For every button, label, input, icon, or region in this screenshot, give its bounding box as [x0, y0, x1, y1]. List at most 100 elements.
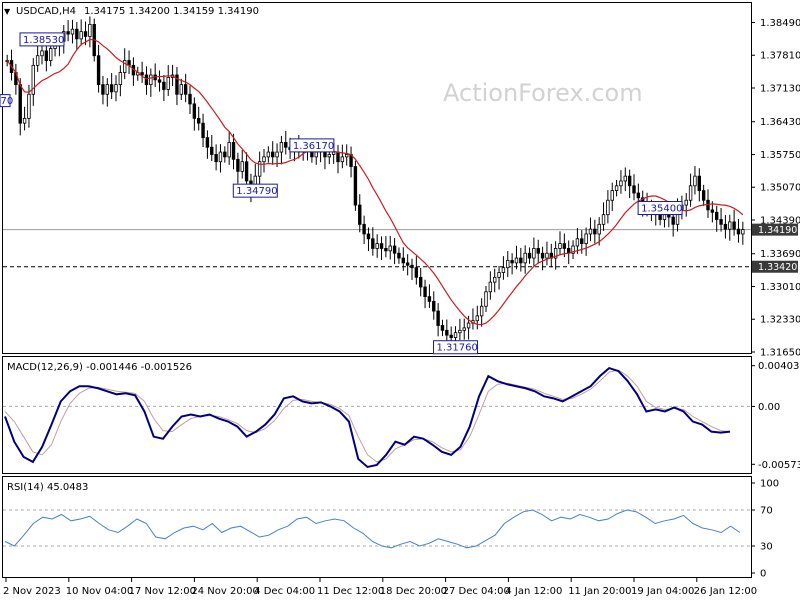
edge-label-box: [0, 94, 11, 108]
candle-body: [279, 142, 284, 153]
price-label: 1.35400: [641, 204, 682, 215]
candle-body: [227, 142, 231, 158]
price-label-box: [289, 138, 335, 153]
candle-body: [688, 185, 693, 201]
candle-body: [514, 257, 519, 264]
edge-label: 70: [1, 96, 14, 107]
candle-body: [192, 103, 197, 119]
candle-body: [392, 245, 397, 254]
candle-body: [162, 81, 166, 90]
candle-body: [627, 175, 632, 187]
candle-body: [240, 161, 244, 172]
candle-body: [284, 142, 288, 148]
candle-body: [327, 154, 331, 158]
candle-body: [183, 84, 188, 95]
candle-body: [236, 158, 240, 172]
candle-body: [497, 272, 501, 278]
candle-body: [723, 223, 728, 230]
candle-body: [506, 260, 510, 269]
price-label-box: [19, 32, 65, 47]
price-axis-label: 1.37130: [760, 84, 800, 95]
candle-body: [96, 55, 101, 86]
candle-body: [44, 50, 49, 61]
candle-body: [710, 209, 715, 213]
price-axis-label: 1.35750: [760, 150, 800, 161]
candle-body: [375, 243, 379, 249]
watermark: ActionForex.com: [443, 79, 643, 107]
candle-body: [157, 79, 162, 83]
candle-body: [331, 151, 336, 155]
candle-body: [571, 245, 575, 254]
candle-body: [632, 185, 636, 194]
price-axis-label: 1.36430: [760, 117, 800, 128]
candle-body: [83, 31, 88, 37]
rsi-axis-label: 30: [760, 542, 773, 553]
candle-body: [401, 257, 405, 264]
price-axis-label: 1.31650: [760, 348, 800, 359]
candle-body: [223, 151, 227, 158]
candle-body: [205, 137, 210, 148]
time-axis-label: 27 Dec 04:00: [443, 586, 510, 597]
candle-body: [201, 122, 205, 139]
candle-body: [31, 64, 35, 95]
candle-body: [553, 248, 558, 259]
candle-body: [366, 233, 371, 240]
candle-body: [275, 151, 279, 158]
candle-body: [479, 305, 484, 317]
candle-body: [562, 243, 567, 249]
candle-body: [262, 156, 266, 163]
candle-body: [166, 77, 170, 90]
candle-body: [736, 228, 741, 235]
candle-body: [314, 151, 318, 158]
dropdown-triangle-icon[interactable]: ▼: [4, 7, 11, 16]
candle-body: [584, 233, 588, 245]
candle-body: [101, 84, 105, 95]
candle-body: [588, 228, 593, 235]
candle-body: [636, 192, 641, 199]
candle-body: [362, 223, 366, 235]
price-axis-label: 1.33690: [760, 249, 800, 260]
candle-body: [18, 84, 22, 124]
price-label-box: [433, 340, 479, 355]
candle-body: [88, 24, 92, 37]
candle-body: [140, 72, 144, 76]
time-axis-label: 4 Jan 12:00: [505, 586, 562, 597]
macd-axis-label: 0.004038: [758, 361, 800, 372]
candle-body: [466, 322, 471, 329]
candle-body: [197, 117, 201, 124]
candle-body: [179, 84, 183, 95]
candle-body: [493, 276, 497, 283]
candle-body: [732, 221, 736, 230]
price-axis-label: 1.35070: [760, 183, 800, 194]
candle-body: [510, 260, 514, 264]
candle-body: [662, 214, 667, 220]
candle-body: [614, 185, 619, 192]
rsi-axis-label: 0: [760, 569, 766, 580]
candle-body: [266, 151, 271, 158]
price-label: 1.38530: [23, 35, 64, 46]
candle-body: [436, 310, 440, 326]
candle-body: [432, 301, 436, 312]
candle-body: [109, 84, 114, 93]
candle-body: [475, 315, 479, 322]
candle-body: [414, 267, 419, 278]
candle-body: [27, 93, 31, 119]
candle-body: [35, 55, 40, 66]
candle-body: [144, 74, 149, 86]
candle-body: [40, 50, 44, 57]
current-price-tag: 1.34190: [758, 225, 797, 236]
candle-body: [440, 325, 445, 331]
rsi-title: RSI(14) 45.0483: [7, 482, 88, 493]
macd-axis-label: -0.005737: [758, 460, 800, 471]
macd-axis-label: 0.00: [758, 402, 780, 413]
candle-body: [462, 327, 466, 331]
price-axis-label: 1.38490: [760, 18, 800, 29]
candle-body: [353, 166, 358, 206]
candle-body: [741, 229, 745, 235]
rsi-axis-label: 100: [760, 479, 779, 490]
candle-body: [527, 252, 532, 259]
candle-body: [488, 281, 493, 293]
time-axis-label: 18 Dec 20:00: [380, 586, 447, 597]
candle-body: [545, 252, 549, 259]
candle-body: [449, 334, 453, 338]
